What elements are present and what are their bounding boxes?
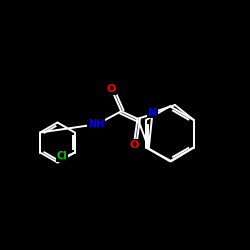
Text: N: N [148,108,157,118]
Text: O: O [106,84,116,94]
Text: O: O [129,140,138,150]
Text: NH: NH [88,119,104,129]
Text: Cl: Cl [57,151,68,161]
